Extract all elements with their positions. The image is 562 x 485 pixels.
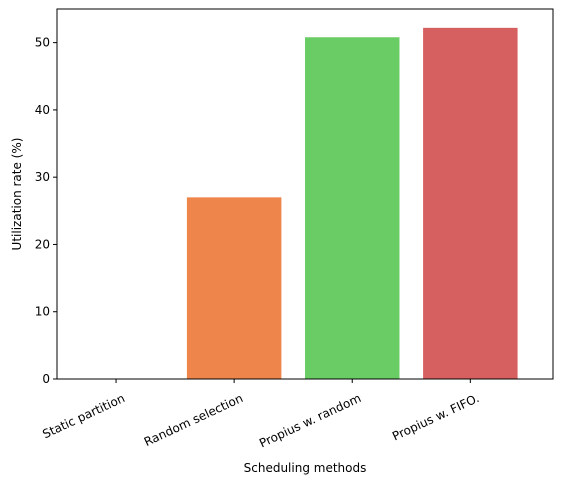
y-tick-label: 30 bbox=[35, 170, 50, 184]
y-tick-label: 0 bbox=[42, 372, 50, 386]
y-tick-label: 50 bbox=[35, 36, 50, 50]
plot-frame bbox=[56, 8, 554, 380]
y-axis-ticks: 0 10 20 30 40 50 bbox=[35, 36, 57, 386]
x-tick-label: Propius w. random bbox=[257, 391, 363, 450]
bars-group bbox=[186, 27, 518, 380]
y-tick-label: 40 bbox=[35, 103, 50, 117]
bar-random-selection bbox=[186, 197, 282, 379]
x-tick-label: Propius w. FIFO. bbox=[390, 391, 481, 443]
bar-propius-w-fifo bbox=[423, 27, 518, 380]
x-tick-label: Static partition bbox=[40, 391, 127, 441]
x-axis-label: Scheduling methods bbox=[244, 461, 367, 475]
bar-propius-w-random bbox=[305, 37, 400, 379]
y-tick-label: 20 bbox=[35, 237, 50, 251]
x-axis-ticks: Static partition Random selection Propius … bbox=[40, 379, 481, 450]
x-tick-label: Random selection bbox=[142, 391, 245, 449]
y-tick-label: 10 bbox=[35, 305, 50, 319]
y-axis-label: Utilization rate (%) bbox=[10, 138, 24, 251]
